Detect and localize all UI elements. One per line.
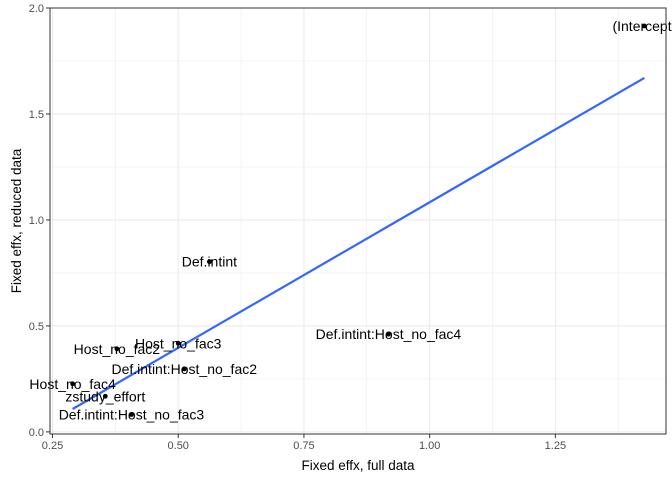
x-axis: 0.25 0.50 0.75 1.00 1.25	[42, 434, 566, 452]
regression-line	[72, 76, 645, 410]
panel-border	[49, 7, 667, 435]
point-label: Def.intint	[182, 254, 237, 270]
data-point	[70, 381, 76, 387]
x-tick-label: 0.50	[168, 440, 189, 452]
data-point	[641, 23, 647, 29]
x-axis-title: Fixed effx, full data	[301, 458, 415, 473]
fit-line-layer	[72, 76, 645, 410]
points-layer	[70, 23, 647, 417]
x-tick-label: 0.25	[42, 440, 63, 452]
y-axis: 0.0 0.5 1.0 1.5 2.0	[29, 3, 50, 439]
y-tick-label: 2.0	[29, 3, 44, 15]
point-label: Host_no_fac2	[74, 341, 161, 357]
x-tick-label: 0.75	[293, 440, 314, 452]
point-label: Def.intint:Host_no_fac4	[316, 326, 462, 342]
data-point	[181, 366, 187, 372]
x-tick-label: 1.25	[545, 440, 566, 452]
data-point	[386, 331, 391, 337]
point-label: Host_no_fac4	[29, 376, 116, 392]
y-tick-label: 0.0	[29, 427, 44, 439]
data-point	[102, 393, 108, 399]
point-label: Def.intint:Host_no_fac2	[111, 361, 257, 377]
y-tick-label: 1.5	[29, 109, 44, 121]
data-point	[207, 259, 212, 265]
point-label: zstudy_effort	[65, 388, 145, 404]
x-tick-label: 1.00	[419, 440, 440, 452]
y-axis-title: Fixed effx, reduced data	[9, 148, 24, 293]
data-point	[175, 340, 181, 346]
data-point	[129, 412, 134, 417]
point-label: Def.intint:Host_no_fac3	[59, 407, 205, 423]
point-label: (Intercept)	[612, 18, 672, 34]
point-label: Host_no_fac3	[135, 335, 222, 351]
y-tick-label: 0.5	[29, 321, 44, 333]
y-tick-label: 1.0	[29, 215, 44, 227]
data-point	[114, 346, 120, 352]
point-labels-layer: (Intercept) Def.intint Def.intint:Host_no_…	[29, 18, 672, 422]
